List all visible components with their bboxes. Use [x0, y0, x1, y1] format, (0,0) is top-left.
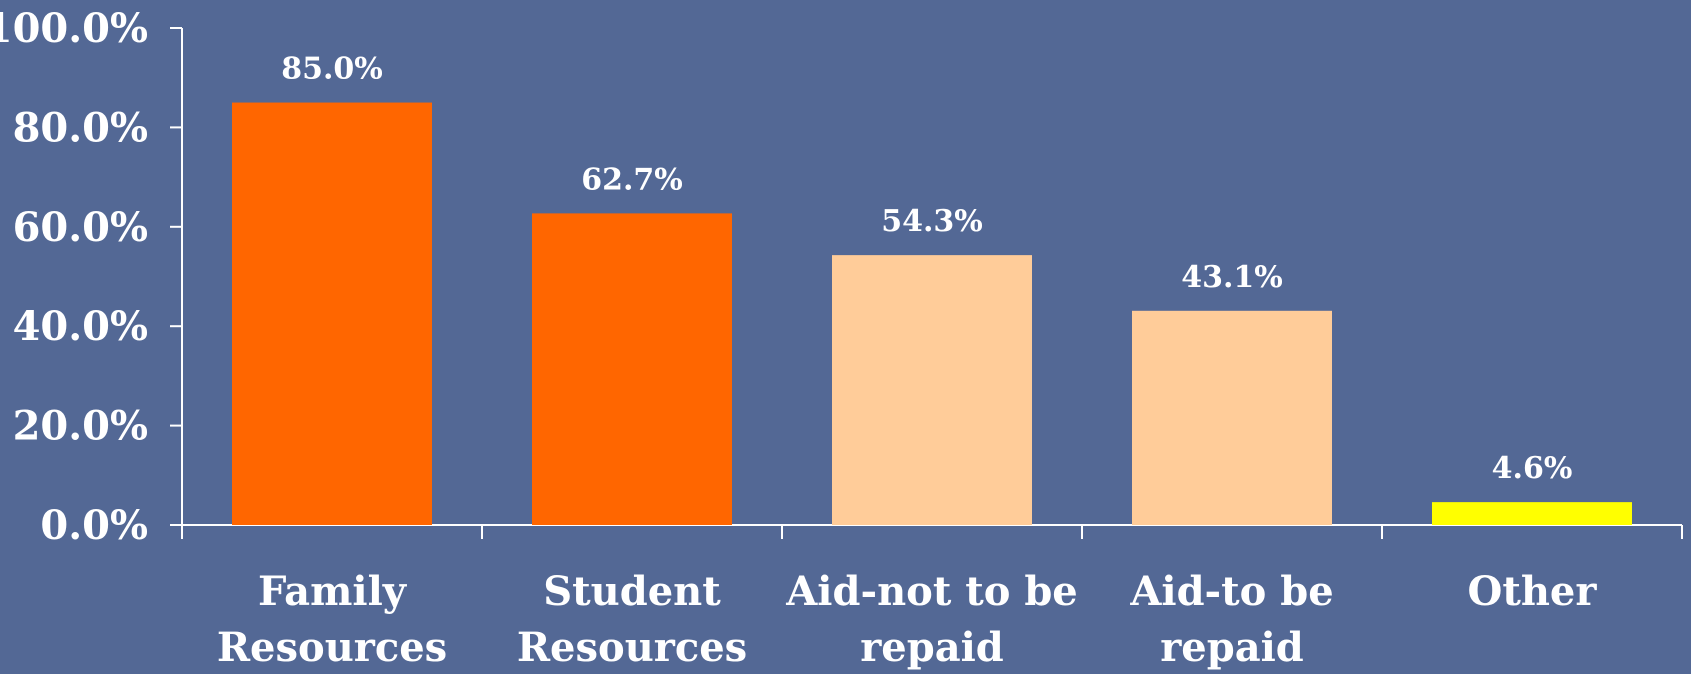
category-label: Aid-to be — [1129, 568, 1333, 615]
category-label: Student — [543, 568, 721, 615]
y-tick-label: 0.0% — [40, 502, 148, 549]
y-tick-label: 20.0% — [13, 403, 148, 450]
category-label: Aid-not to be — [785, 568, 1077, 615]
data-label: 54.3% — [881, 204, 983, 239]
category-labels: Family Resources Student Resources Aid-not t… — [217, 568, 1598, 671]
category-label: Resources — [217, 624, 447, 671]
data-label: 43.1% — [1181, 260, 1283, 295]
y-tick-label: 60.0% — [13, 204, 148, 251]
category-label: repaid — [860, 624, 1004, 671]
bar — [532, 213, 732, 526]
data-label: 4.6% — [1492, 451, 1573, 486]
bar — [1132, 310, 1332, 525]
x-axis — [181, 524, 1683, 539]
y-axis: 0.0% 20.0% 40.0% 60.0% 80.0% 100.0% — [0, 5, 183, 549]
category-label: Family — [258, 568, 408, 615]
data-label: 85.0% — [281, 52, 383, 87]
bars — [232, 102, 1632, 526]
bar — [232, 102, 432, 526]
bar — [1432, 502, 1632, 525]
bar — [832, 255, 1032, 525]
category-label: Resources — [517, 624, 747, 671]
category-label: repaid — [1160, 624, 1304, 671]
data-labels: 85.0% 62.7% 54.3% 43.1% 4.6% — [281, 52, 1572, 487]
y-tick-label: 40.0% — [13, 303, 148, 350]
data-label: 62.7% — [581, 162, 683, 197]
y-tick-label: 100.0% — [0, 5, 148, 52]
category-label: Other — [1468, 568, 1598, 615]
y-tick-label: 80.0% — [13, 104, 148, 151]
